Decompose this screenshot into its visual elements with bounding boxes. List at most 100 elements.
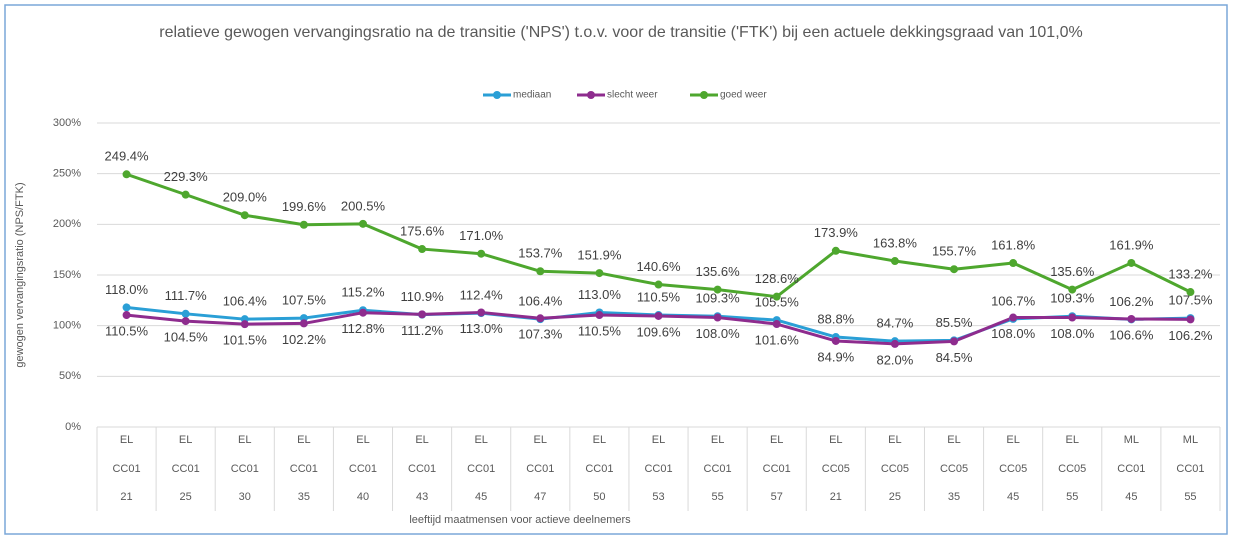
legend-label: goed weer	[720, 90, 767, 101]
y-tick-label: 200%	[53, 218, 81, 230]
data-point	[418, 245, 427, 254]
data-point	[181, 309, 190, 318]
data-label: 105.5%	[755, 295, 800, 310]
y-tick-label: 300%	[53, 117, 81, 129]
x-tick-label: CC01	[349, 463, 377, 475]
data-point	[1186, 315, 1195, 324]
data-point	[713, 313, 722, 322]
x-tick-label: EL	[534, 434, 547, 446]
x-tick-label: CC05	[999, 463, 1027, 475]
data-label: 107.3%	[518, 327, 563, 342]
data-label: 110.5%	[105, 323, 149, 338]
x-tick-label: 55	[1184, 491, 1196, 503]
data-point	[358, 308, 367, 317]
data-label: 106.2%	[1168, 328, 1213, 343]
data-point	[358, 219, 367, 228]
data-label: 161.9%	[1109, 237, 1154, 252]
data-point	[1068, 313, 1077, 322]
legend-label: slecht weer	[607, 90, 658, 101]
x-tick-label: CC05	[881, 463, 909, 475]
y-axis-title: gewogen vervangingsratio (NPS/FTK)	[14, 182, 26, 367]
data-point	[772, 292, 781, 301]
x-tick-label: 35	[298, 491, 310, 503]
data-label: 229.3%	[164, 169, 209, 184]
data-point	[536, 314, 545, 323]
x-tick-label: EL	[120, 434, 133, 446]
data-point	[1127, 314, 1136, 323]
x-tick-label: CC01	[763, 463, 791, 475]
data-point	[831, 336, 840, 345]
data-point	[477, 308, 486, 317]
x-tick-label: CC01	[1176, 463, 1204, 475]
data-label: 109.3%	[1050, 291, 1095, 306]
data-point	[181, 190, 190, 199]
data-label: 199.6%	[282, 199, 327, 214]
x-tick-label: EL	[356, 434, 369, 446]
x-axis-title: leeftijd maatmensen voor actieve deelnem…	[409, 514, 631, 526]
data-point	[595, 311, 604, 320]
x-tick-label: 35	[948, 491, 960, 503]
x-tick-label: EL	[711, 434, 724, 446]
data-label: 104.5%	[164, 330, 209, 345]
data-label: 106.4%	[223, 294, 268, 309]
chart-frame	[4, 4, 1228, 535]
data-label: 128.6%	[755, 271, 800, 286]
x-tick-label: 45	[475, 491, 487, 503]
data-label: 209.0%	[223, 190, 268, 205]
data-label: 108.0%	[696, 326, 741, 341]
data-point	[1009, 259, 1018, 268]
data-label: 109.6%	[636, 324, 681, 339]
data-point	[122, 311, 131, 320]
legend-marker	[700, 91, 708, 99]
x-tick-label: CC01	[231, 463, 259, 475]
data-point	[536, 267, 545, 276]
data-label: 106.2%	[1109, 294, 1154, 309]
x-tick-label: EL	[238, 434, 251, 446]
data-point	[1127, 258, 1136, 267]
x-tick-label: EL	[829, 434, 842, 446]
data-label: 110.9%	[401, 289, 445, 304]
data-label: 110.5%	[637, 289, 681, 304]
data-label: 249.4%	[105, 149, 150, 164]
x-tick-label: EL	[770, 434, 783, 446]
data-label: 118.0%	[105, 282, 149, 297]
x-tick-label: 25	[889, 491, 901, 503]
x-tick-label: ML	[1124, 434, 1139, 446]
data-label: 175.6%	[400, 223, 445, 238]
x-tick-label: EL	[652, 434, 665, 446]
data-label: 82.0%	[876, 352, 913, 367]
data-label: 109.3%	[696, 291, 741, 306]
x-tick-label: 53	[652, 491, 664, 503]
x-tick-label: 43	[416, 491, 428, 503]
data-point	[713, 285, 722, 294]
x-tick-label: EL	[179, 434, 192, 446]
x-tick-label: EL	[593, 434, 606, 446]
data-point	[890, 257, 899, 266]
x-tick-label: CC01	[585, 463, 613, 475]
data-label: 84.5%	[936, 350, 973, 365]
y-tick-label: 50%	[59, 370, 81, 382]
x-tick-label: 55	[711, 491, 723, 503]
data-point	[772, 320, 781, 329]
data-point	[595, 269, 604, 278]
y-tick-label: 0%	[65, 421, 81, 433]
x-tick-label: CC05	[822, 463, 850, 475]
x-tick-label: CC01	[408, 463, 436, 475]
data-label: 106.6%	[1109, 327, 1154, 342]
data-label: 101.6%	[755, 332, 800, 347]
x-tick-label: CC01	[704, 463, 732, 475]
data-label: 200.5%	[341, 198, 386, 213]
data-label: 101.5%	[223, 333, 268, 348]
x-tick-label: 45	[1125, 491, 1137, 503]
x-tick-label: EL	[1066, 434, 1079, 446]
data-point	[1186, 288, 1195, 297]
x-tick-label: EL	[415, 434, 428, 446]
data-label: 106.4%	[518, 294, 563, 309]
y-tick-label: 100%	[53, 320, 81, 332]
x-tick-label: 30	[239, 491, 251, 503]
x-tick-label: EL	[297, 434, 310, 446]
x-tick-label: 25	[180, 491, 192, 503]
data-label: 171.0%	[459, 228, 504, 243]
x-tick-label: 50	[593, 491, 605, 503]
data-point	[477, 249, 486, 258]
